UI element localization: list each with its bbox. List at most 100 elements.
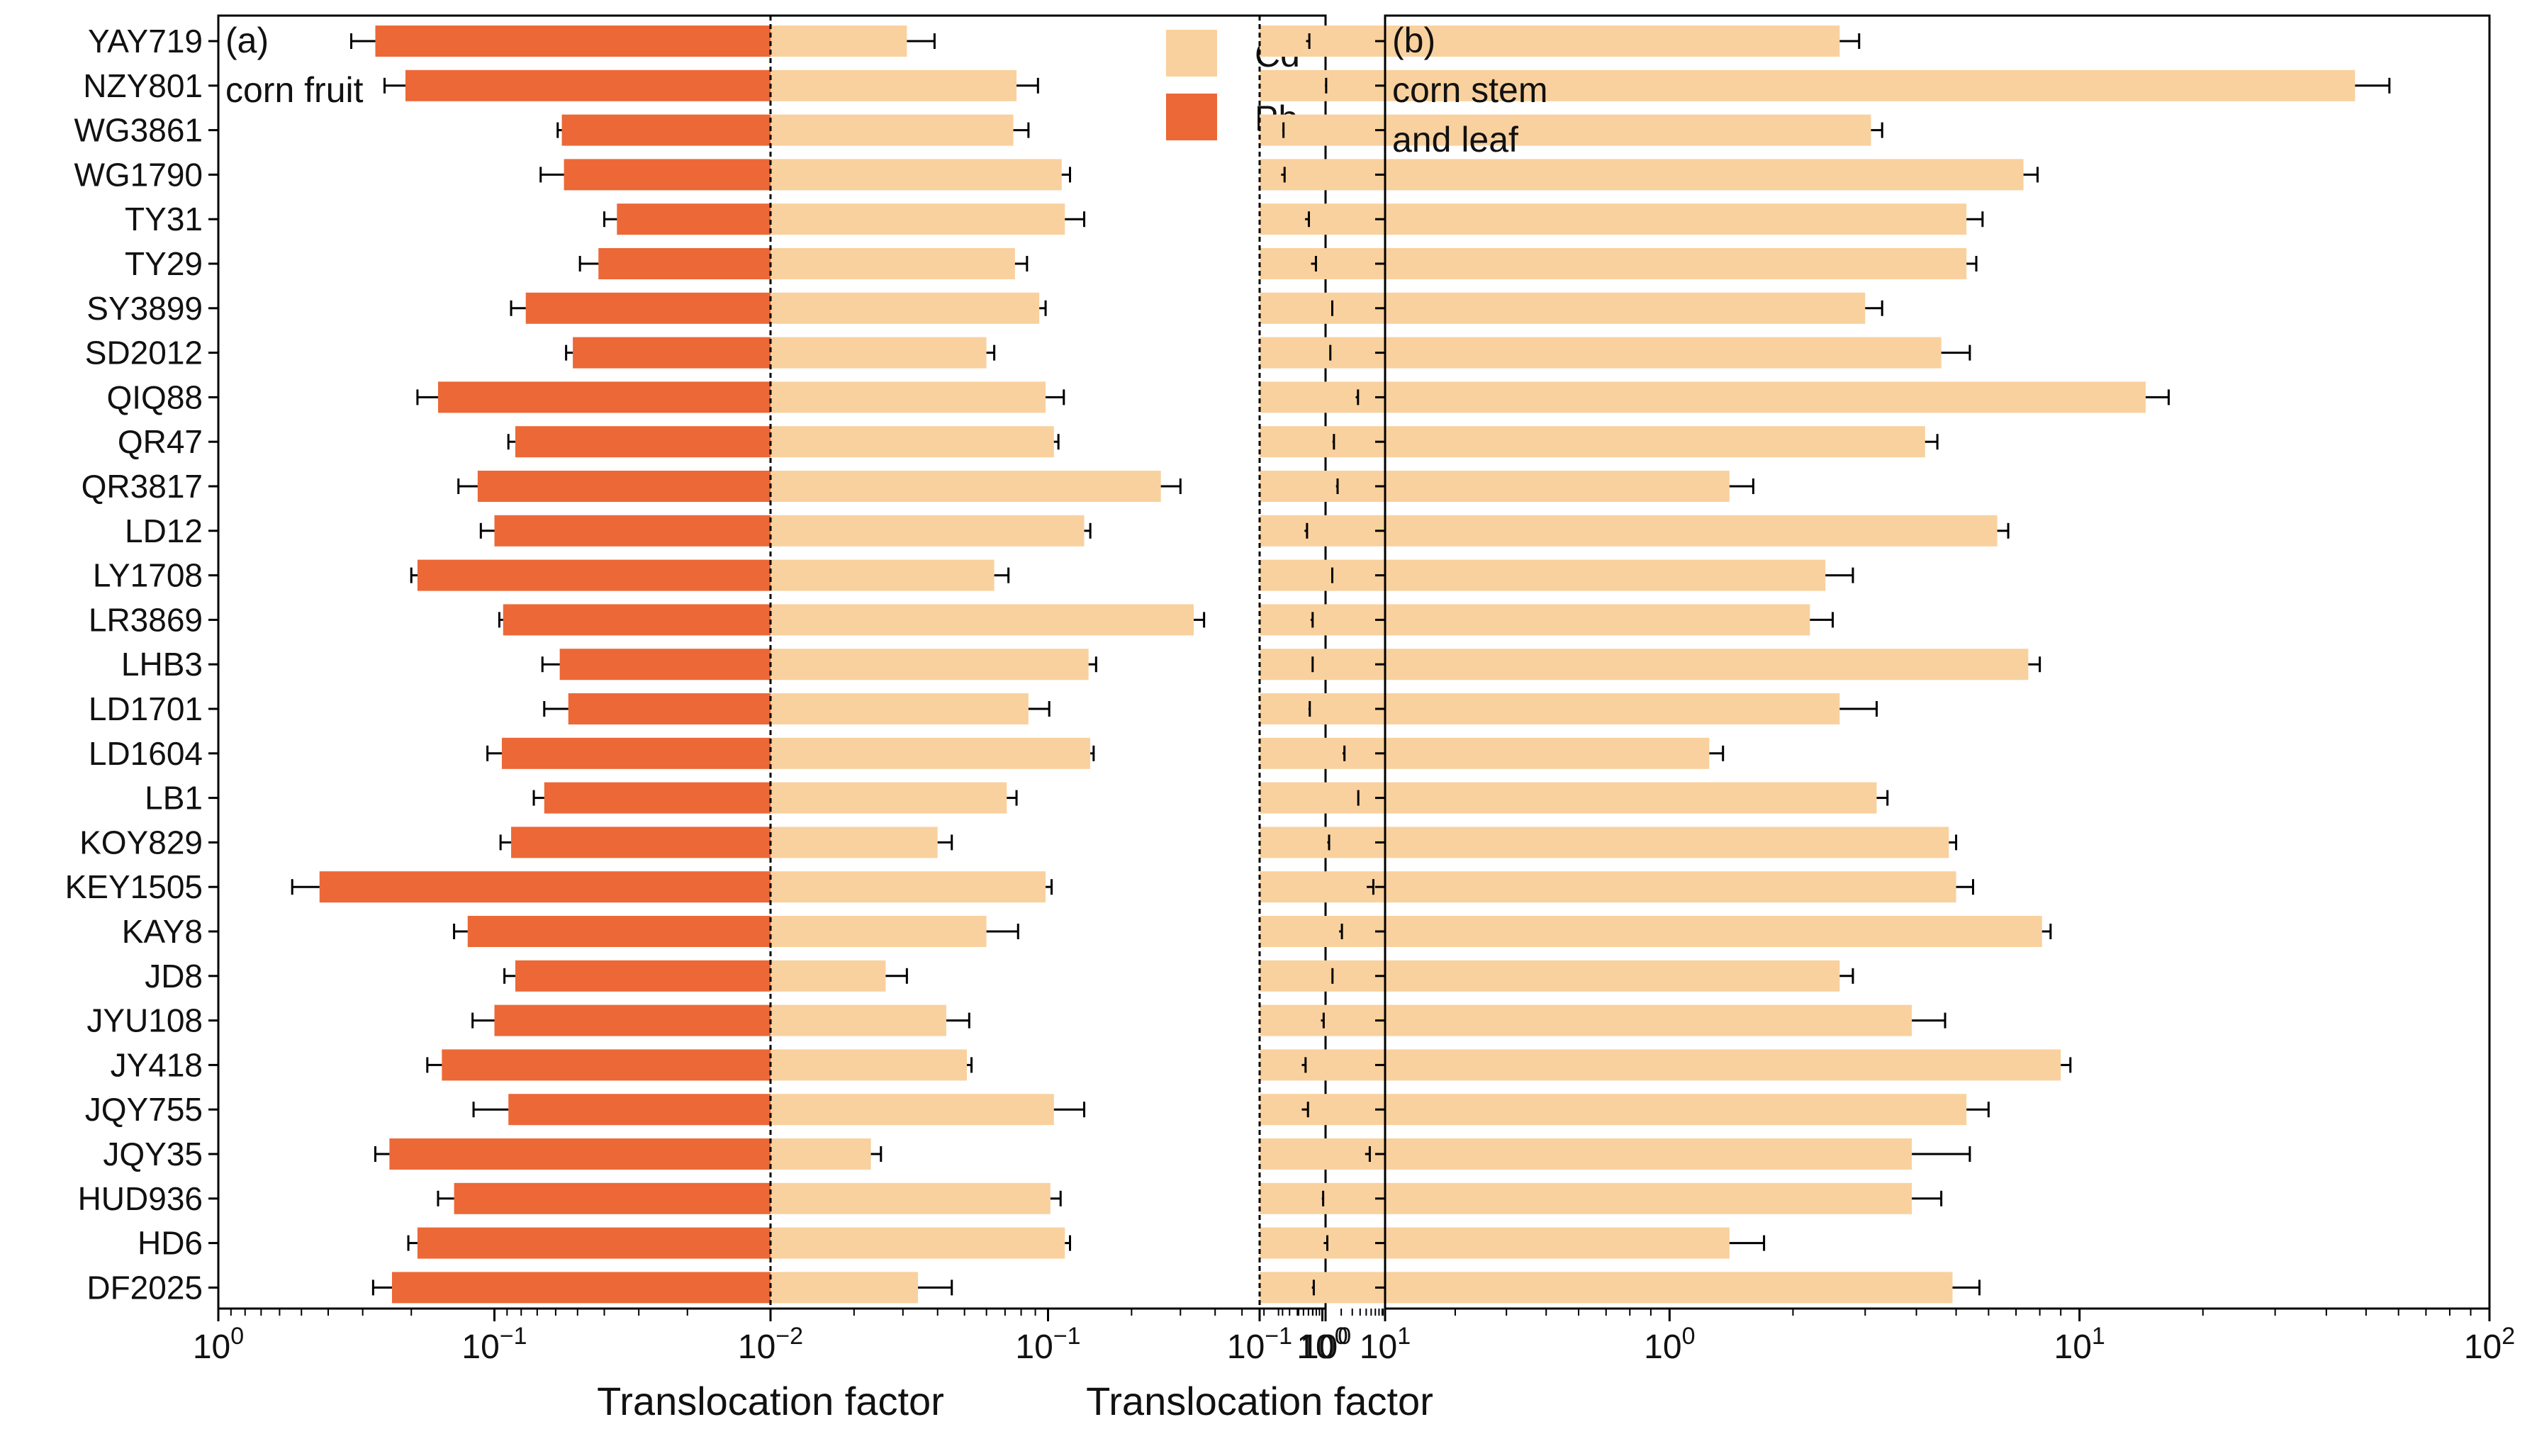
errorbar-pb-sd2012 bbox=[566, 345, 573, 361]
bar-cd-jqy35 bbox=[1260, 1138, 1912, 1170]
bar-cd-lhb3 bbox=[771, 649, 1089, 680]
bar-pb-jy418 bbox=[442, 1049, 771, 1080]
errorbar-cd-jyu108 bbox=[946, 1013, 969, 1029]
errorbar-pb-jqy35 bbox=[375, 1146, 389, 1162]
bar-cd-ld12 bbox=[771, 515, 1085, 547]
errorbar-cd-sy3899 bbox=[1865, 301, 1882, 316]
errorbar-pb-ld1701 bbox=[544, 701, 568, 717]
errorbar-cd-sy3899 bbox=[1039, 301, 1046, 316]
category-label-qr3817: QR3817 bbox=[82, 468, 203, 505]
category-label-df2025: DF2025 bbox=[86, 1269, 203, 1306]
bar-cd-wg3861 bbox=[771, 115, 1014, 146]
category-label-kay8: KAY8 bbox=[122, 913, 203, 950]
bar-cd-hud936 bbox=[771, 1183, 1051, 1214]
errorbar-cd-wg3861 bbox=[1014, 123, 1029, 138]
errorbar-cd-jy418 bbox=[2061, 1057, 2071, 1073]
bar-pb-df2025 bbox=[392, 1272, 771, 1303]
errorbar-pb-hud936 bbox=[438, 1191, 454, 1206]
bar-pb-hd6 bbox=[418, 1228, 771, 1259]
bar-pb-sy3899 bbox=[526, 293, 771, 324]
bar-cd-qiq88 bbox=[1260, 381, 2146, 413]
errorbar-cd-jqy755 bbox=[1966, 1102, 1988, 1117]
panel-a: YAY719NZY801WG3861WG1790TY31TY29SY3899SD… bbox=[65, 16, 1352, 1423]
bar-cd-kay8 bbox=[771, 916, 987, 947]
bar-pb-kay8 bbox=[468, 916, 771, 947]
errorbar-cd-wg1790 bbox=[1062, 167, 1070, 182]
errorbar-cd-jd8 bbox=[1839, 968, 1853, 984]
errorbar-cd-ld12 bbox=[1998, 523, 2008, 539]
panel-annotation: and leaf bbox=[1392, 120, 1518, 159]
bar-cd-df2025 bbox=[771, 1272, 918, 1303]
bar-pb-wg1790 bbox=[564, 159, 771, 190]
errorbar-pb-jy418 bbox=[427, 1057, 442, 1073]
x-axis-label: Translocation factor bbox=[597, 1379, 944, 1423]
errorbar-cd-ty29 bbox=[1966, 256, 1976, 271]
bar-cd-hd6 bbox=[771, 1228, 1065, 1259]
errorbar-cd-qr3817 bbox=[1161, 478, 1181, 494]
x-tick-label-left-0: 100 bbox=[193, 1323, 244, 1366]
bar-cd-lb1 bbox=[1260, 783, 1876, 814]
category-label-sy3899: SY3899 bbox=[86, 290, 203, 327]
errorbar-cd-ld12 bbox=[1085, 523, 1091, 539]
errorbar-pb-lhb3 bbox=[542, 656, 559, 672]
bar-cd-qr47 bbox=[1260, 426, 1925, 457]
errorbar-cd-ld1701 bbox=[1839, 701, 1876, 717]
errorbar-cd-qiq88 bbox=[1046, 389, 1064, 405]
bar-cd-jd8 bbox=[1260, 961, 1839, 992]
errorbar-cd-kay8 bbox=[987, 924, 1019, 939]
errorbar-pb-qr47 bbox=[508, 434, 515, 449]
errorbar-cd-kay8 bbox=[2042, 924, 2051, 939]
bar-cd-ld12 bbox=[1260, 515, 1998, 547]
errorbar-cd-hud936 bbox=[1051, 1191, 1060, 1206]
errorbar-cd-jd8 bbox=[885, 968, 907, 984]
bar-cd-lr3869 bbox=[771, 604, 1194, 635]
errorbar-pb-ty31 bbox=[604, 211, 617, 227]
errorbar-cd-jqy35 bbox=[871, 1146, 881, 1162]
errorbar-pb-wg3861 bbox=[1282, 123, 1284, 138]
bar-cd-qr3817 bbox=[1260, 471, 1730, 502]
errorbar-cd-ly1708 bbox=[995, 568, 1009, 583]
errorbar-pb-lhb3 bbox=[1312, 656, 1313, 672]
errorbar-cd-nzy801 bbox=[2355, 78, 2389, 94]
errorbar-cd-lhb3 bbox=[1089, 656, 1097, 672]
bar-cd-jqy755 bbox=[1260, 1094, 1966, 1125]
errorbar-cd-lb1 bbox=[1007, 790, 1016, 806]
bar-cd-ty29 bbox=[1260, 248, 1966, 279]
bar-pb-qr47 bbox=[515, 426, 771, 457]
bar-cd-wg3861 bbox=[1260, 115, 1871, 146]
errorbar-pb-nzy801 bbox=[1325, 78, 1326, 94]
panel-label: (b) bbox=[1392, 21, 1435, 60]
errorbar-cd-jqy35 bbox=[1912, 1146, 1970, 1162]
category-label-yay719: YAY719 bbox=[88, 23, 203, 60]
errorbar-pb-wg1790 bbox=[541, 167, 564, 182]
bar-pb-ty31 bbox=[617, 203, 771, 235]
bar-pb-jd8 bbox=[515, 961, 771, 992]
errorbar-pb-hd6 bbox=[408, 1236, 418, 1251]
errorbar-cd-ty31 bbox=[1966, 211, 1983, 227]
bar-cd-key1505 bbox=[1260, 871, 1956, 902]
errorbar-pb-key1505 bbox=[292, 879, 320, 895]
legend-swatch-cd bbox=[1166, 30, 1217, 77]
bar-pb-lhb3 bbox=[560, 649, 771, 680]
errorbar-cd-koy829 bbox=[938, 834, 952, 850]
x-tick-label-right-1: 10−1 bbox=[1015, 1323, 1080, 1366]
errorbar-cd-jy418 bbox=[967, 1057, 972, 1073]
errorbar-cd-yay719 bbox=[1839, 33, 1859, 49]
bar-cd-hud936 bbox=[1260, 1183, 1912, 1214]
errorbar-pb-jd8 bbox=[505, 968, 515, 984]
category-label-ty31: TY31 bbox=[125, 201, 203, 237]
errorbar-pb-ly1708 bbox=[1331, 568, 1332, 583]
x-tick-label-right-0: 10−1 bbox=[1227, 1323, 1292, 1366]
bar-cd-df2025 bbox=[1260, 1272, 1952, 1303]
errorbar-cd-key1505 bbox=[1046, 879, 1051, 895]
errorbar-cd-hd6 bbox=[1065, 1236, 1070, 1251]
category-label-jyu108: JYU108 bbox=[86, 1002, 203, 1039]
errorbar-cd-nzy801 bbox=[1016, 78, 1038, 94]
bar-pb-qr3817 bbox=[478, 471, 771, 502]
category-label-lr3869: LR3869 bbox=[89, 601, 203, 638]
category-label-ld1604: LD1604 bbox=[89, 735, 203, 772]
bar-cd-lb1 bbox=[771, 783, 1007, 814]
category-label-jqy35: JQY35 bbox=[103, 1136, 203, 1172]
bar-cd-nzy801 bbox=[771, 70, 1016, 101]
